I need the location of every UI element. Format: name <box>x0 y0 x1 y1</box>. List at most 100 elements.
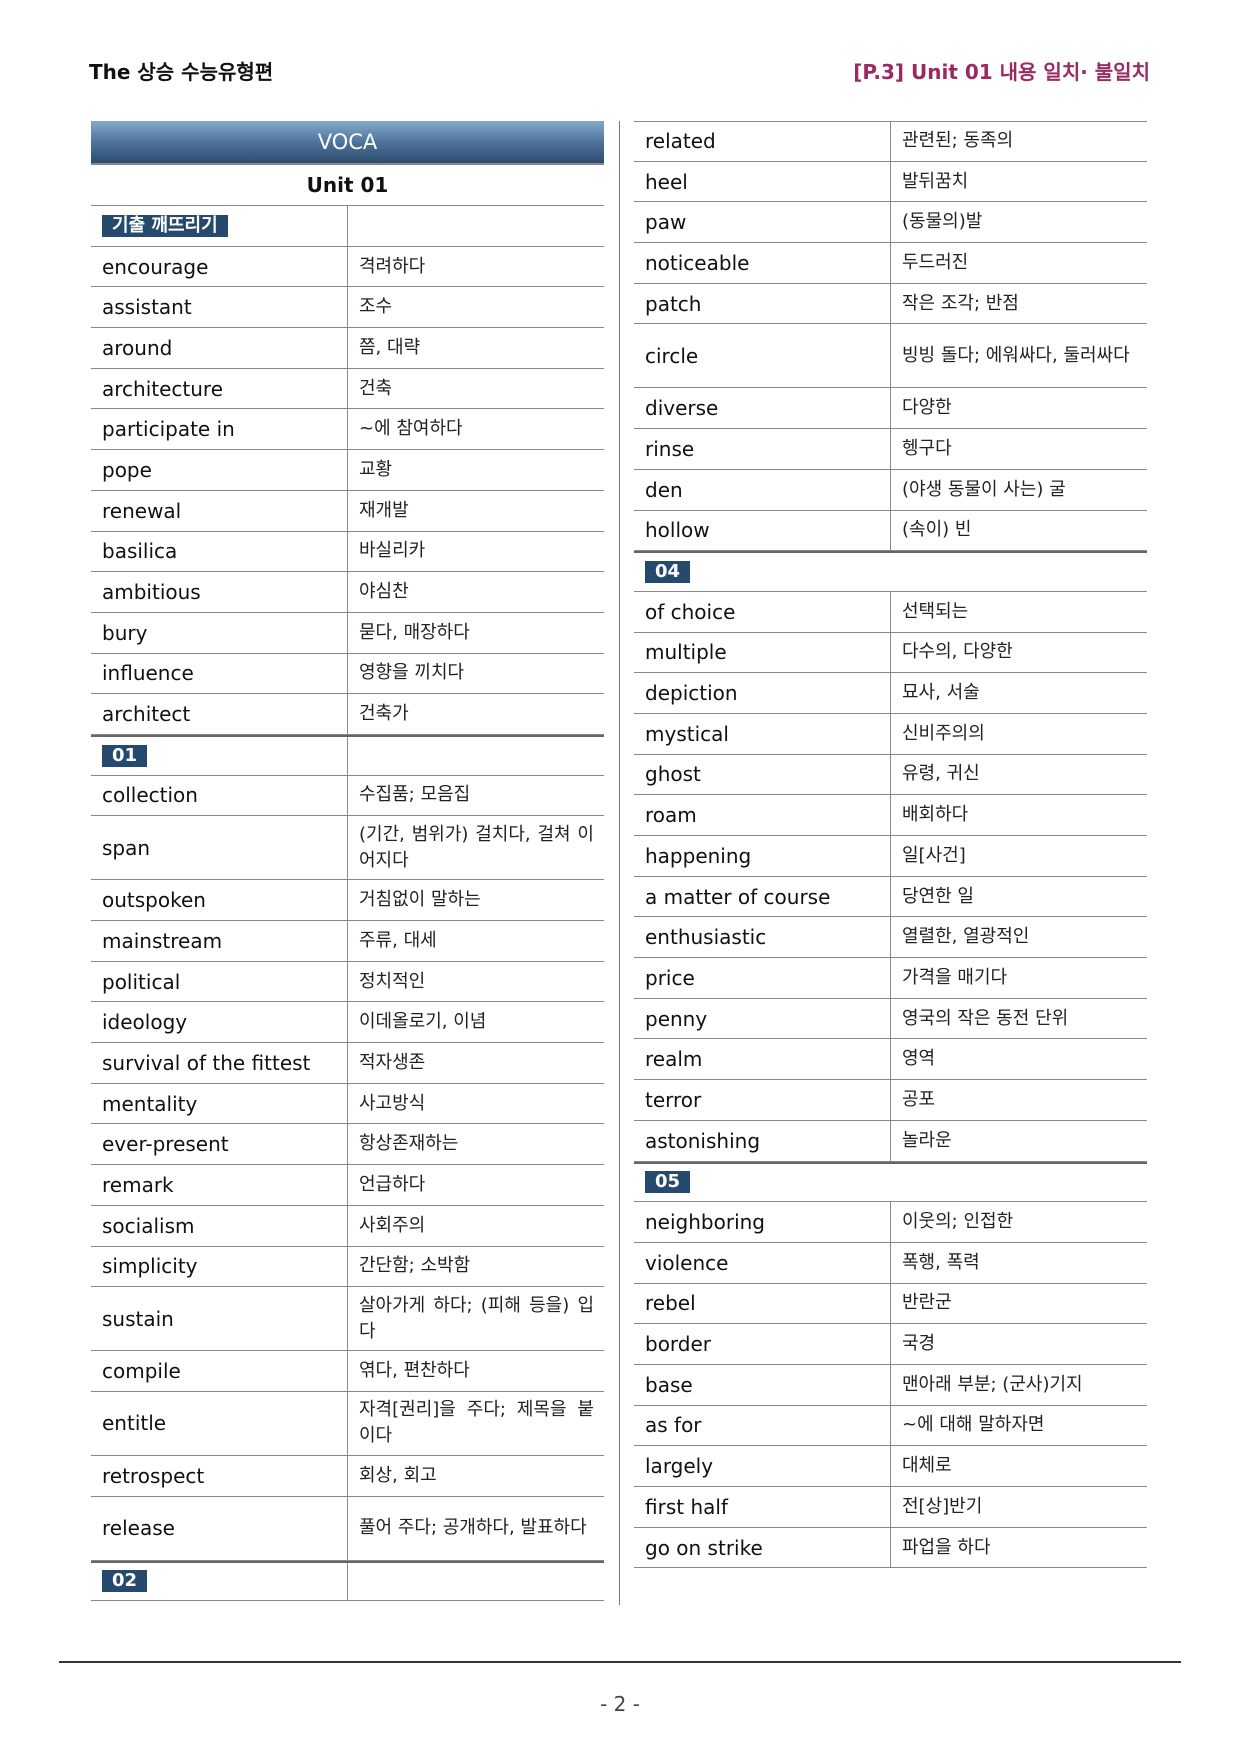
vocab-row: roam 배회하다 <box>634 795 1147 836</box>
section-badge: 05 <box>645 1171 691 1194</box>
english-word: violence <box>634 1242 891 1283</box>
english-word: astonishing <box>634 1120 891 1161</box>
korean-meaning: 두드러진 <box>902 251 969 273</box>
korean-meaning: 조수 <box>359 296 393 318</box>
vocab-row: price 가격을 매기다 <box>634 958 1147 999</box>
section-badge: 01 <box>102 744 148 767</box>
vocab-row: simplicity 간단함; 소박함 <box>91 1246 604 1288</box>
korean-meaning: 간단함; 소박함 <box>359 1255 471 1277</box>
english-word: paw <box>634 202 891 243</box>
english-word: penny <box>634 998 891 1039</box>
vocab-row: violence 폭행, 폭력 <box>634 1242 1147 1284</box>
english-word: roam <box>634 795 891 835</box>
footer-line <box>59 1661 1181 1663</box>
vocab-row: outspoken 거침없이 말하는 <box>91 880 604 921</box>
korean-meaning: 건축가 <box>359 703 409 725</box>
vocab-row: of choice 선택되는 <box>634 591 1147 633</box>
korean-meaning: 교황 <box>359 458 393 480</box>
korean-meaning: 거침없이 말하는 <box>359 889 481 911</box>
vocab-row: span (기간, 범위가) 걸치다, 걸쳐 이어지다 <box>91 816 604 881</box>
english-word: influence <box>91 653 348 694</box>
korean-meaning: 일[사건] <box>902 844 966 866</box>
korean-meaning: 헹구다 <box>902 437 952 459</box>
korean-meaning: (기간, 범위가) 걸치다, 걸쳐 이어지다 <box>359 823 594 871</box>
section-row: 04 <box>634 551 1147 592</box>
korean-meaning: 전[상]반기 <box>902 1495 983 1517</box>
english-word: renewal <box>91 490 348 531</box>
vocab-row: diverse 다양한 <box>634 388 1147 430</box>
vocab-row: architect 건축가 <box>91 694 604 735</box>
vocab-row: sustain 살아가게 하다; (피해 등을) 입다 <box>91 1287 604 1352</box>
vocab-row: happening 일[사건] <box>634 836 1147 877</box>
korean-meaning: 대체로 <box>902 1455 952 1477</box>
vocab-row: penny 영국의 작은 동전 단위 <box>634 998 1147 1040</box>
korean-meaning: 이웃의; 인접한 <box>902 1211 1014 1233</box>
voca-header: VOCA <box>91 121 604 165</box>
book-title: The 상승 수능유형편 <box>89 60 274 84</box>
english-word: basilica <box>91 531 348 572</box>
english-word: ghost <box>634 754 891 795</box>
korean-meaning: 적자생존 <box>359 1051 426 1073</box>
english-word: mainstream <box>91 921 348 961</box>
english-word: span <box>91 816 348 880</box>
vocab-row: multiple 다수의, 다양한 <box>634 632 1147 674</box>
korean-meaning: 반란군 <box>902 1292 952 1314</box>
korean-meaning: 맨아래 부분; (군사)기지 <box>902 1373 1083 1395</box>
english-word: rinse <box>634 429 891 469</box>
korean-meaning: 사회주의 <box>359 1214 426 1236</box>
vocab-row: largely 대체로 <box>634 1446 1147 1487</box>
vocab-row: patch 작은 조각; 반점 <box>634 283 1147 325</box>
english-word: sustain <box>91 1287 348 1351</box>
english-word: mystical <box>634 713 891 754</box>
korean-meaning: (야생 동물이 사는) 굴 <box>902 478 1066 500</box>
vocab-row: mainstream 주류, 대세 <box>91 921 604 962</box>
english-word: enthusiastic <box>634 917 891 958</box>
korean-meaning: 폭행, 폭력 <box>902 1251 980 1273</box>
english-word: architecture <box>91 368 348 409</box>
vocab-row: terror 공포 <box>634 1080 1147 1121</box>
korean-meaning: 놀라운 <box>902 1129 952 1151</box>
section-cell: 05 <box>634 1164 1147 1202</box>
voca-table-left: VOCA Unit 01 기출 깨뜨리기 encourage 격려하다 assista… <box>91 121 604 1602</box>
korean-meaning: 건축 <box>359 377 393 399</box>
korean-meaning: 유령, 귀신 <box>902 763 980 785</box>
english-word: of choice <box>634 591 891 632</box>
vocab-row: ever-present 항상존재하는 <box>91 1124 604 1166</box>
english-word: release <box>91 1496 348 1560</box>
korean-meaning: 영역 <box>902 1048 936 1070</box>
english-word: noticeable <box>634 243 891 283</box>
section-badge: 02 <box>102 1570 148 1593</box>
english-word: neighboring <box>634 1202 891 1242</box>
korean-meaning: 이데올로기, 이념 <box>359 1011 487 1033</box>
english-word: happening <box>634 836 891 876</box>
unit-title: Unit 01 <box>91 165 604 206</box>
english-word: around <box>91 328 348 368</box>
section-badge: 기출 깨뜨리기 <box>102 214 228 237</box>
section-title: [P.3] Unit 01 내용 일치· 불일치 <box>853 60 1150 84</box>
vocab-row: socialism 사회주의 <box>91 1205 604 1247</box>
vocab-row: release 풀어 주다; 공개하다, 발표하다 <box>91 1496 604 1561</box>
english-word: realm <box>634 1039 891 1080</box>
english-word: entitle <box>91 1391 348 1455</box>
english-word: outspoken <box>91 880 348 920</box>
korean-meaning: 묘사, 서술 <box>902 682 980 704</box>
vocab-row: pope 교황 <box>91 450 604 491</box>
korean-meaning: 열렬한, 열광적인 <box>902 926 1030 948</box>
english-word: mentality <box>91 1083 348 1124</box>
english-word: remark <box>91 1165 348 1205</box>
english-word: political <box>91 961 348 1002</box>
english-word: simplicity <box>91 1246 348 1287</box>
korean-meaning: 회상, 회고 <box>359 1464 437 1486</box>
korean-meaning: 발뒤꿈치 <box>902 170 969 192</box>
english-word: assistant <box>91 287 348 328</box>
vocab-row: retrospect 회상, 회고 <box>91 1455 604 1497</box>
voca-table-right: related 관련된; 동족의 heel 발뒤꿈치 paw (동물의)발 noticeab… <box>634 121 1147 1569</box>
english-word: pope <box>91 450 348 490</box>
english-word: related <box>634 122 891 161</box>
vocab-row: collection 수집품; 모음집 <box>91 775 604 817</box>
vocab-row: ghost 유령, 귀신 <box>634 754 1147 796</box>
korean-meaning: 선택되는 <box>902 600 969 622</box>
vocab-row: go on strike 파업을 하다 <box>634 1527 1147 1569</box>
korean-meaning: 다양한 <box>902 397 952 419</box>
vocab-row: remark 언급하다 <box>91 1165 604 1206</box>
